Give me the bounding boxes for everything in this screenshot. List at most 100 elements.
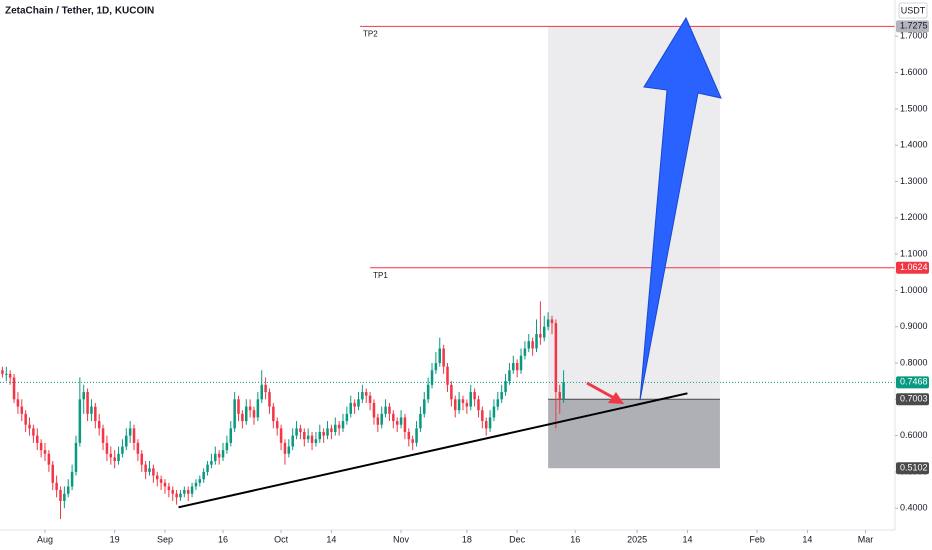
candle-body: [109, 453, 113, 458]
candle-body: [39, 442, 43, 451]
candle-body: [519, 355, 523, 371]
candle-body: [217, 453, 221, 458]
candle-body: [179, 493, 182, 498]
candle-body: [78, 399, 82, 443]
candle-body: [144, 464, 147, 472]
y-tick-label: 1.5000: [900, 103, 928, 113]
candle-body: [148, 468, 151, 472]
x-tick-label: Aug: [37, 534, 53, 544]
candle-body: [450, 384, 453, 400]
currency-label: USDT: [901, 5, 926, 15]
price-badge: [896, 20, 929, 33]
candle-body: [562, 382, 565, 400]
candle-body: [5, 373, 8, 375]
y-tick-label: 1.0000: [900, 285, 928, 295]
candle-body: [221, 450, 225, 458]
candle-body: [457, 399, 461, 411]
overlay-layer: [586, 16, 722, 404]
candle-body: [504, 381, 507, 393]
candle-body: [523, 348, 527, 356]
candle-body: [368, 395, 372, 403]
candle-body: [206, 464, 209, 472]
price-badge: [896, 376, 929, 389]
candle-body: [334, 424, 337, 432]
price-badge-label: 0.5102: [900, 463, 928, 473]
candle-body: [136, 442, 140, 454]
candle-body: [372, 402, 376, 418]
price-badge: [896, 261, 929, 274]
price-badge-label: 1.7275: [900, 21, 928, 31]
price-badge-label: 0.7003: [900, 394, 928, 404]
candle-body: [337, 424, 341, 429]
candle-body: [306, 435, 310, 440]
level-label: TP1: [373, 271, 388, 280]
candle-body: [283, 442, 287, 454]
candle-body: [353, 402, 356, 407]
candle-body: [395, 421, 399, 425]
candle-body: [446, 366, 449, 385]
candle-body: [539, 333, 542, 338]
candle-body: [434, 363, 438, 371]
candle-body: [376, 417, 380, 425]
candle-body: [132, 428, 136, 443]
candle-body: [140, 453, 144, 465]
candle-body: [210, 461, 213, 465]
candle-body: [546, 319, 550, 327]
candle-body: [392, 413, 395, 422]
candle-body: [508, 370, 511, 382]
candle-body: [256, 399, 260, 418]
price-badge: [896, 462, 929, 475]
candle-body: [198, 479, 202, 483]
currency-box: [898, 2, 928, 19]
candle-layer: [1, 301, 688, 520]
candle-body: [59, 490, 62, 501]
candle-body: [542, 326, 546, 338]
candle-body: [411, 439, 414, 443]
candle-body: [314, 439, 318, 443]
candle-body: [268, 392, 271, 407]
candle-body: [66, 486, 70, 494]
candle-body: [233, 399, 236, 429]
candle-body: [175, 493, 178, 498]
y-tick-label: 1.1000: [900, 248, 928, 258]
y-tick-label: 0.4000: [900, 503, 928, 513]
y-tick-label: 1.6000: [900, 67, 928, 77]
candle-body: [388, 406, 391, 414]
x-tick-label: 14: [326, 534, 336, 544]
x-tick-label: 14: [682, 534, 692, 544]
candle-body: [43, 450, 47, 454]
candle-body: [473, 392, 476, 400]
candle-body: [105, 442, 109, 454]
x-tick-label: Feb: [749, 534, 765, 544]
candle-body: [361, 392, 364, 400]
candle-body: [550, 319, 554, 324]
candle-body: [438, 348, 442, 364]
y-tick-label: 1.7000: [900, 31, 928, 41]
candle-body: [465, 402, 469, 407]
candle-body: [426, 384, 430, 400]
candle-body: [295, 428, 298, 436]
candle-body: [318, 431, 322, 440]
candle-body: [183, 490, 186, 494]
candle-body: [453, 399, 457, 411]
candle-body: [237, 399, 240, 414]
candle-body: [407, 431, 411, 440]
candle-body: [364, 392, 368, 396]
y-tick-label: 0.9000: [900, 321, 928, 331]
candle-body: [159, 479, 163, 483]
candle-body: [128, 428, 132, 436]
candle-body: [194, 482, 198, 487]
candle-body: [155, 475, 159, 480]
y-tick-label: 0.8000: [900, 357, 928, 367]
candle-body: [82, 392, 85, 400]
candle-body: [28, 424, 31, 429]
candle-body: [20, 406, 24, 414]
x-tick-label: 14: [802, 534, 812, 544]
candle-body: [86, 392, 89, 414]
candle-body: [252, 410, 256, 418]
candle-body: [8, 373, 12, 378]
candle-body: [469, 392, 472, 407]
x-tick-label: 19: [110, 534, 120, 544]
candle-body: [484, 421, 488, 429]
candle-body: [384, 406, 387, 414]
